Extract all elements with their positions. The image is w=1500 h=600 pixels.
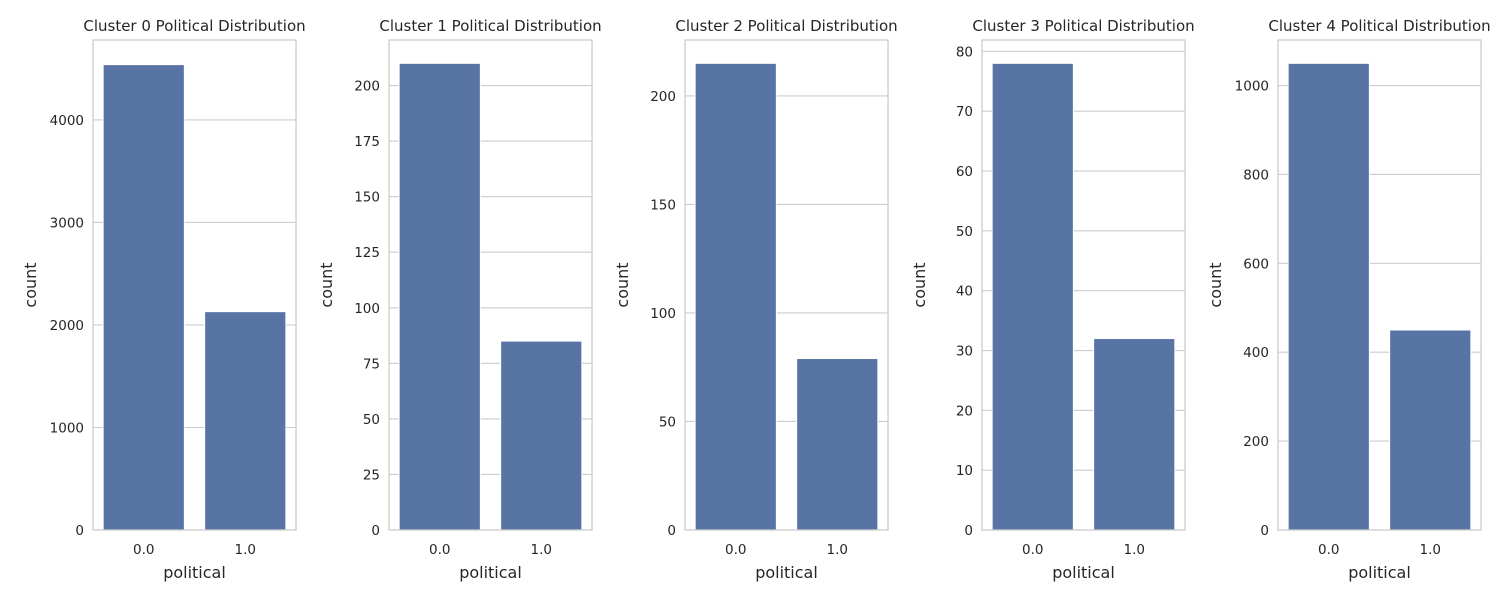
bar-0.0: [398, 62, 481, 531]
y-tick-label: 80: [956, 44, 973, 60]
x-tick-label: 1.0: [827, 542, 848, 558]
y-tick-label: 0: [1260, 523, 1269, 539]
bar-1.0: [500, 340, 583, 531]
chart-panel-4: 0 200 400 600 800 1000 0.0 1.0 Cluster 4 Politic…: [1206, 17, 1491, 582]
bar-1.0: [204, 311, 287, 531]
x-tick-label: 0.0: [1022, 542, 1043, 558]
y-tick-label: 50: [363, 412, 380, 428]
y-tick-label: 0: [371, 523, 380, 539]
x-tick-label: 1.0: [1124, 542, 1145, 558]
x-tick-label: 0.0: [1318, 542, 1339, 558]
y-tick-label: 125: [354, 245, 380, 261]
y-tick-label: 75: [363, 356, 380, 372]
y-tick-label: 50: [956, 224, 973, 240]
x-tick-label: 0.0: [429, 542, 450, 558]
y-axis-title: count: [910, 262, 929, 307]
bar-0.0: [991, 62, 1074, 531]
y-tick-label: 175: [354, 134, 380, 150]
y-tick-label: 200: [1243, 434, 1269, 450]
x-axis-title: political: [1052, 563, 1115, 582]
y-tick-label: 1000: [50, 420, 84, 436]
chart-panel-2: 0 50 100 150 200 0.0 1.0 Cluster 2 Political Di…: [613, 17, 898, 582]
y-tick-label: 100: [650, 306, 676, 322]
y-axis-title: count: [317, 262, 336, 307]
x-tick-label: 1.0: [531, 542, 552, 558]
panel-title: Cluster 2 Political Distribution: [675, 17, 897, 35]
y-tick-label: 400: [1243, 345, 1269, 361]
bar-1.0: [796, 358, 879, 531]
bar-1.0: [1389, 329, 1472, 531]
chart-panel-0: 0 1000 2000 3000 4000 0.0 1.0 Cluster 0 Politic…: [21, 17, 306, 582]
y-tick-label: 150: [650, 197, 676, 213]
axes-frame: [92, 39, 297, 531]
y-tick-label: 10: [956, 463, 973, 479]
axes-frame: [684, 39, 889, 531]
y-tick-label: 150: [354, 190, 380, 206]
x-axis-title: political: [1348, 563, 1411, 582]
axes-frame: [1277, 39, 1482, 531]
y-tick-label: 70: [956, 104, 973, 120]
y-tick-label: 800: [1243, 167, 1269, 183]
x-axis-title: political: [755, 563, 818, 582]
y-tick-label: 100: [354, 301, 380, 317]
panel-title: Cluster 1 Political Distribution: [379, 17, 601, 35]
y-tick-label: 50: [659, 414, 676, 430]
y-tick-label: 1000: [1235, 79, 1269, 95]
y-tick-label: 0: [75, 523, 84, 539]
panel-title: Cluster 3 Political Distribution: [972, 17, 1194, 35]
x-tick-label: 0.0: [725, 542, 746, 558]
y-tick-label: 600: [1243, 256, 1269, 272]
y-axis-title: count: [21, 262, 40, 307]
y-tick-label: 60: [956, 164, 973, 180]
y-tick-label: 2000: [50, 318, 84, 334]
x-tick-label: 1.0: [1420, 542, 1441, 558]
y-tick-label: 4000: [50, 113, 84, 129]
y-tick-label: 40: [956, 284, 973, 300]
bar-1.0: [1093, 338, 1176, 531]
y-tick-label: 0: [964, 523, 973, 539]
x-tick-label: 0.0: [133, 542, 154, 558]
y-tick-label: 20: [956, 403, 973, 419]
y-axis-title: count: [1206, 262, 1225, 307]
x-tick-label: 1.0: [235, 542, 256, 558]
y-axis-title: count: [613, 262, 632, 307]
bar-0.0: [102, 64, 185, 531]
y-tick-label: 30: [956, 344, 973, 360]
x-axis-title: political: [163, 563, 226, 582]
x-axis-title: political: [459, 563, 522, 582]
y-tick-label: 200: [650, 89, 676, 105]
y-tick-label: 200: [354, 79, 380, 95]
y-tick-label: 0: [667, 523, 676, 539]
axes-frame: [388, 39, 593, 531]
y-tick-label: 3000: [50, 215, 84, 231]
y-tick-label: 25: [363, 467, 380, 483]
chart-panel-3: 0 10 20 30 40 50 60 70 80 0.0 1.0 Cluster 3 Politic…: [910, 17, 1195, 582]
bar-0.0: [1287, 62, 1370, 531]
chart-panel-1: 0 25 50 75 100 125 150 175 200 0.0 1.0 Cluster 1 Po…: [317, 17, 602, 582]
panel-title: Cluster 0 Political Distribution: [83, 17, 305, 35]
bar-0.0: [694, 62, 777, 531]
axes-frame: [981, 39, 1186, 531]
panel-title: Cluster 4 Political Distribution: [1268, 17, 1490, 35]
